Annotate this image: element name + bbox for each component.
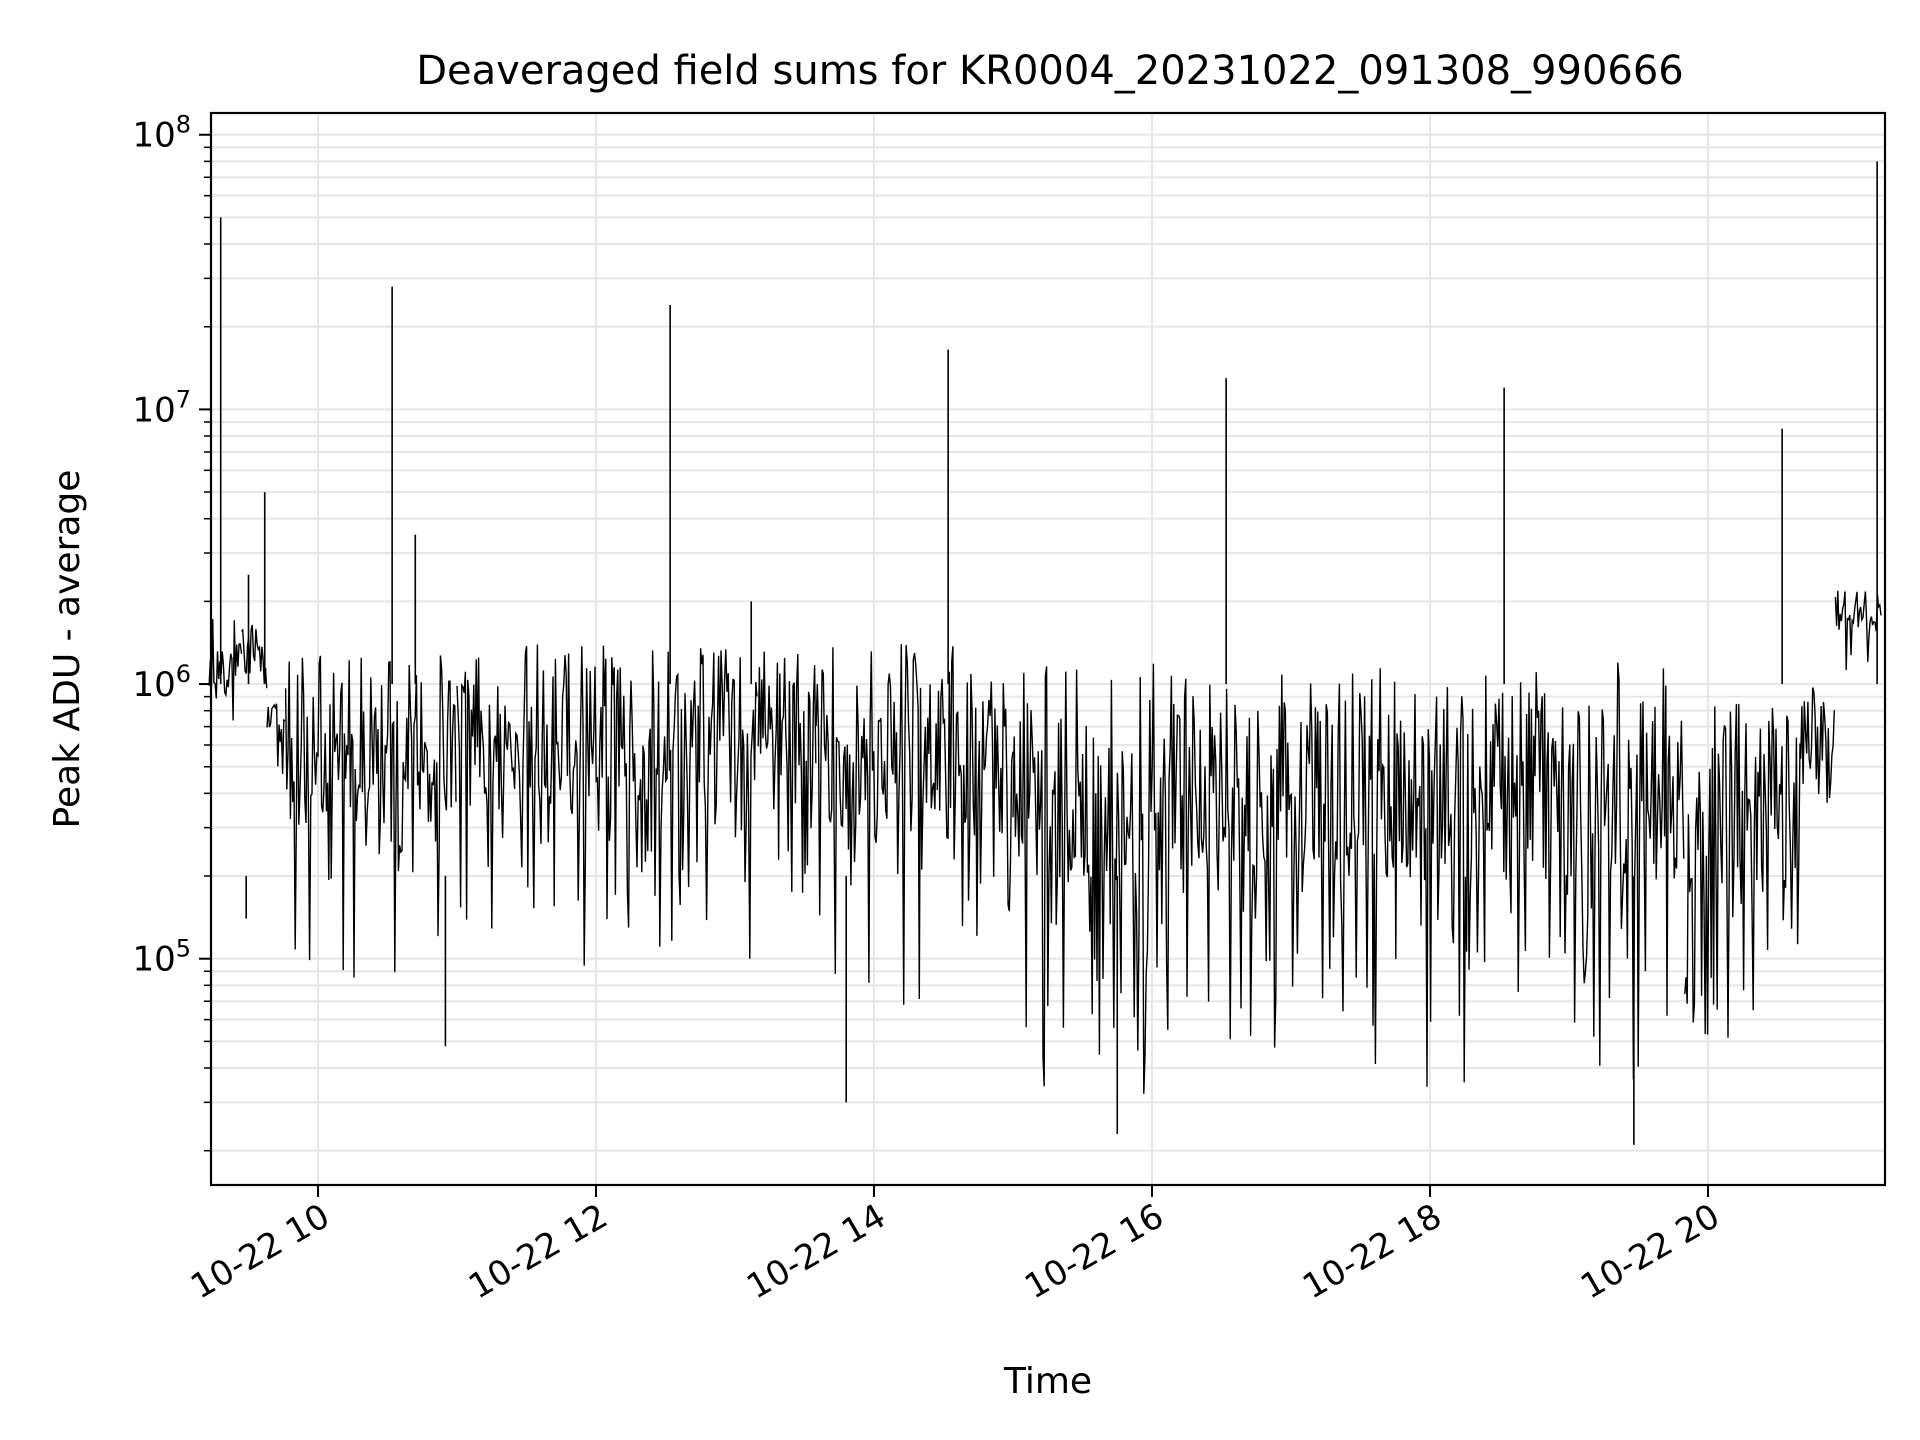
y-axis-ticks: 105 106 107 108	[132, 111, 211, 1152]
series-segment	[240, 624, 268, 689]
plot-area-frame	[209, 111, 1887, 1187]
chart-title: Deaveraged field sums for KR0004_2023102…	[416, 48, 1684, 94]
series-segment	[815, 644, 1014, 1005]
series-segment	[757, 651, 817, 893]
y-tick-label: 107	[132, 385, 191, 430]
series-segment	[284, 655, 457, 978]
x-axis-label: Time	[1003, 1361, 1092, 1402]
series-segment	[1800, 687, 1835, 803]
y-tick-label: 106	[132, 660, 191, 705]
y-tick-label: 108	[132, 111, 191, 156]
series-segment	[1834, 590, 1882, 671]
series-segment	[456, 644, 758, 966]
y-axis-label: Peak ADU - average	[47, 470, 88, 829]
series-segment	[266, 703, 286, 774]
series-segment	[1012, 662, 1685, 1094]
series-segment	[208, 618, 243, 721]
y-tick-label: 105	[132, 935, 191, 980]
series-line-peak-adu	[208, 161, 1882, 1145]
series-segment	[1684, 703, 1801, 1038]
